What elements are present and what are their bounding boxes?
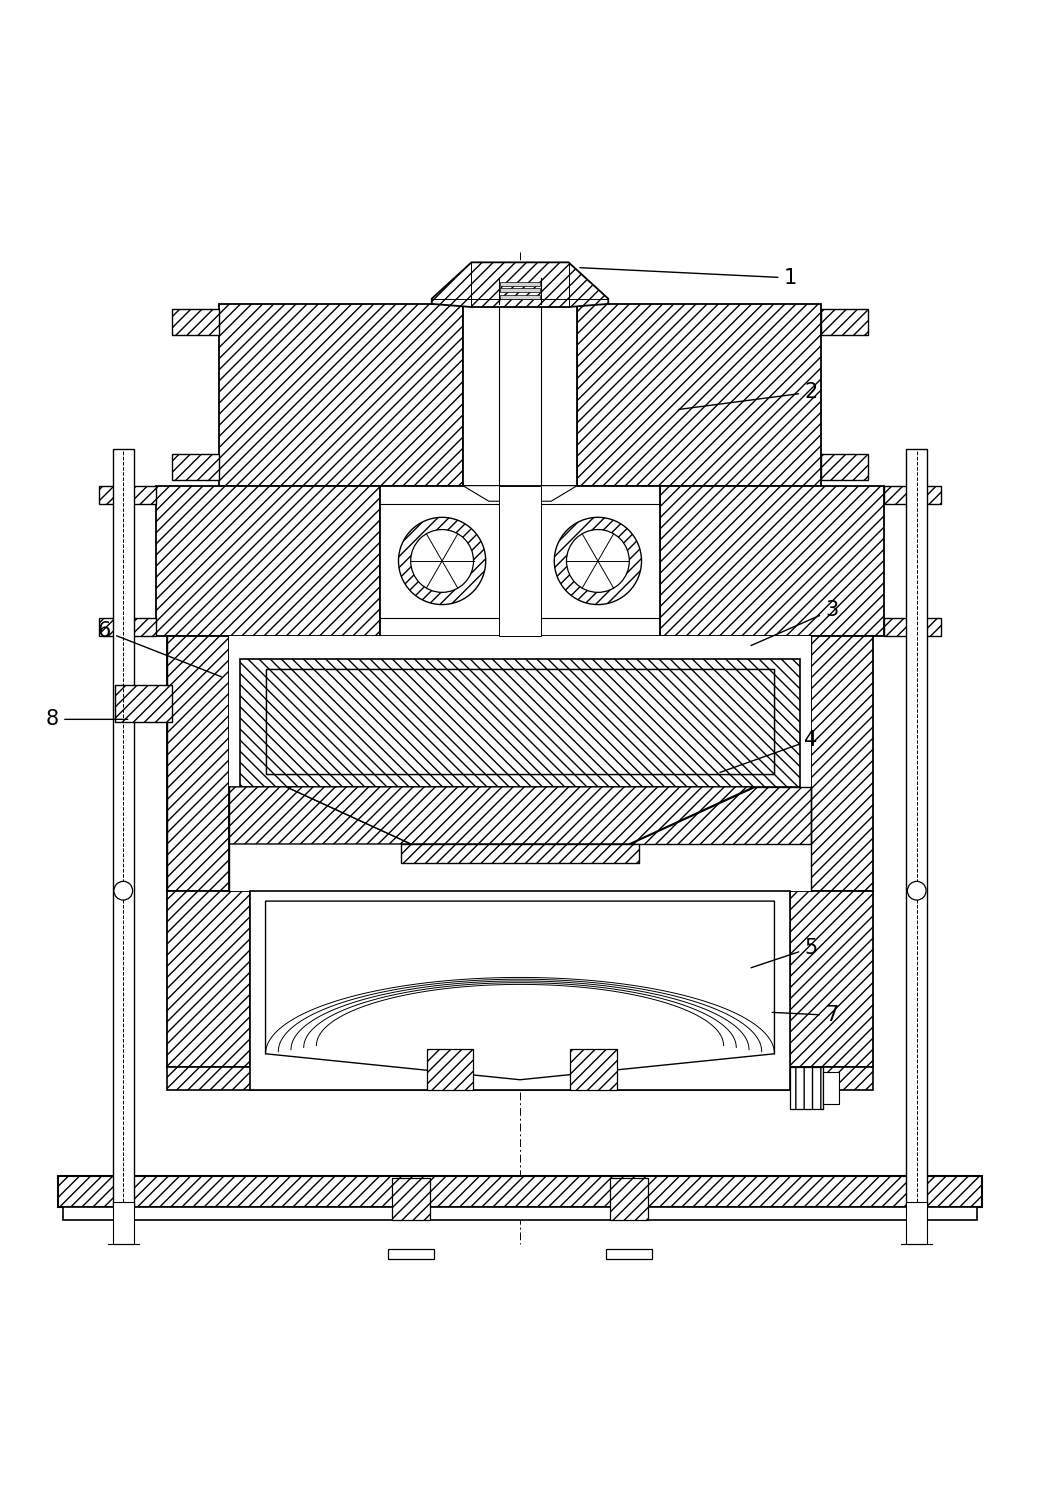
Circle shape bbox=[411, 530, 473, 593]
Polygon shape bbox=[156, 486, 380, 636]
Polygon shape bbox=[265, 669, 775, 775]
Polygon shape bbox=[265, 901, 775, 1079]
Polygon shape bbox=[463, 303, 577, 486]
Polygon shape bbox=[499, 303, 541, 486]
Polygon shape bbox=[884, 617, 940, 636]
Polygon shape bbox=[166, 1067, 874, 1090]
Circle shape bbox=[567, 530, 629, 593]
Text: 8: 8 bbox=[46, 710, 128, 729]
Circle shape bbox=[114, 881, 132, 901]
Polygon shape bbox=[426, 1049, 473, 1090]
Text: 5: 5 bbox=[751, 938, 817, 968]
Text: 2: 2 bbox=[678, 383, 817, 410]
Polygon shape bbox=[629, 787, 811, 844]
Polygon shape bbox=[432, 263, 608, 308]
Text: 1: 1 bbox=[580, 267, 797, 288]
Polygon shape bbox=[100, 486, 156, 504]
Polygon shape bbox=[113, 1202, 133, 1244]
Circle shape bbox=[908, 881, 926, 901]
Polygon shape bbox=[500, 282, 540, 287]
Polygon shape bbox=[286, 787, 754, 844]
Circle shape bbox=[554, 518, 642, 605]
Polygon shape bbox=[610, 1178, 648, 1220]
Polygon shape bbox=[218, 303, 463, 486]
Polygon shape bbox=[166, 636, 229, 890]
Polygon shape bbox=[229, 636, 811, 659]
Polygon shape bbox=[229, 636, 811, 890]
Polygon shape bbox=[388, 1249, 434, 1259]
Polygon shape bbox=[100, 617, 156, 636]
Polygon shape bbox=[63, 1207, 977, 1220]
Polygon shape bbox=[265, 669, 775, 775]
Polygon shape bbox=[822, 309, 868, 335]
Text: 7: 7 bbox=[772, 1006, 838, 1025]
Polygon shape bbox=[790, 1067, 824, 1109]
Polygon shape bbox=[172, 455, 218, 480]
Polygon shape bbox=[824, 1073, 839, 1103]
Polygon shape bbox=[790, 890, 874, 1067]
Polygon shape bbox=[570, 1049, 617, 1090]
Polygon shape bbox=[577, 303, 822, 486]
Text: 6: 6 bbox=[98, 621, 222, 677]
Polygon shape bbox=[392, 1178, 430, 1220]
Polygon shape bbox=[500, 294, 540, 299]
Polygon shape bbox=[907, 449, 927, 1207]
Polygon shape bbox=[499, 278, 541, 303]
Text: 4: 4 bbox=[720, 729, 817, 773]
Polygon shape bbox=[113, 449, 133, 1207]
Polygon shape bbox=[229, 787, 411, 844]
Polygon shape bbox=[250, 890, 790, 1090]
Polygon shape bbox=[463, 486, 577, 501]
Circle shape bbox=[398, 518, 486, 605]
Polygon shape bbox=[166, 890, 250, 1067]
Polygon shape bbox=[884, 486, 940, 504]
Polygon shape bbox=[239, 659, 801, 787]
Polygon shape bbox=[58, 1177, 982, 1207]
Polygon shape bbox=[660, 486, 884, 636]
Polygon shape bbox=[907, 1202, 927, 1244]
Polygon shape bbox=[811, 636, 874, 890]
Polygon shape bbox=[380, 486, 660, 636]
Polygon shape bbox=[172, 309, 218, 335]
Polygon shape bbox=[500, 288, 540, 293]
Polygon shape bbox=[822, 455, 868, 480]
Polygon shape bbox=[499, 486, 541, 636]
Polygon shape bbox=[400, 844, 640, 863]
Text: 3: 3 bbox=[751, 600, 838, 645]
Polygon shape bbox=[115, 684, 172, 722]
Polygon shape bbox=[606, 1249, 652, 1259]
